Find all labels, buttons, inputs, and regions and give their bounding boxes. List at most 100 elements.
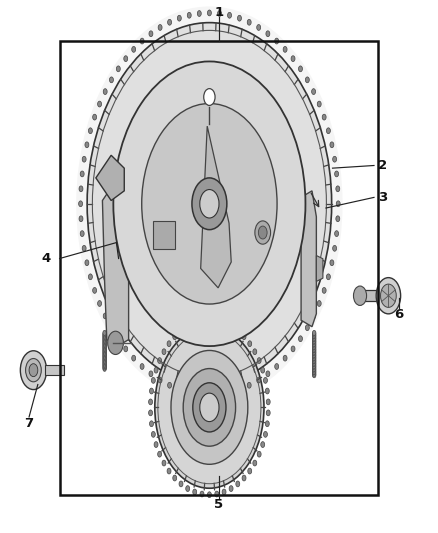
- Ellipse shape: [167, 468, 171, 474]
- Ellipse shape: [177, 15, 181, 21]
- Ellipse shape: [242, 475, 246, 481]
- Ellipse shape: [103, 366, 106, 372]
- Text: 2: 2: [378, 159, 387, 172]
- Ellipse shape: [333, 156, 336, 162]
- Ellipse shape: [85, 142, 89, 148]
- Ellipse shape: [312, 369, 316, 375]
- Ellipse shape: [103, 334, 106, 340]
- Ellipse shape: [335, 231, 339, 237]
- Ellipse shape: [312, 349, 316, 354]
- Ellipse shape: [312, 368, 316, 373]
- Ellipse shape: [299, 66, 302, 72]
- Ellipse shape: [218, 391, 222, 397]
- Ellipse shape: [103, 353, 106, 358]
- Polygon shape: [96, 155, 124, 200]
- Ellipse shape: [222, 320, 226, 326]
- Ellipse shape: [168, 19, 172, 25]
- Ellipse shape: [103, 338, 106, 343]
- Ellipse shape: [312, 348, 316, 353]
- Ellipse shape: [80, 231, 84, 237]
- Ellipse shape: [88, 274, 92, 280]
- Ellipse shape: [312, 356, 316, 361]
- Ellipse shape: [257, 358, 261, 364]
- Ellipse shape: [124, 346, 128, 352]
- Ellipse shape: [312, 365, 316, 370]
- Ellipse shape: [103, 332, 106, 337]
- Ellipse shape: [317, 301, 321, 306]
- Ellipse shape: [312, 340, 316, 345]
- Ellipse shape: [312, 334, 316, 338]
- Ellipse shape: [155, 327, 264, 488]
- Ellipse shape: [149, 421, 153, 426]
- Ellipse shape: [299, 336, 302, 342]
- Ellipse shape: [237, 15, 241, 21]
- Ellipse shape: [312, 359, 316, 364]
- Ellipse shape: [333, 245, 336, 251]
- Ellipse shape: [258, 226, 267, 239]
- Ellipse shape: [103, 360, 106, 365]
- Ellipse shape: [103, 342, 106, 348]
- Text: 4: 4: [42, 252, 51, 265]
- Ellipse shape: [330, 260, 334, 265]
- Ellipse shape: [179, 481, 183, 487]
- Ellipse shape: [79, 186, 83, 192]
- Ellipse shape: [208, 317, 212, 323]
- Ellipse shape: [312, 360, 316, 365]
- Ellipse shape: [187, 389, 191, 395]
- Ellipse shape: [255, 221, 271, 244]
- Ellipse shape: [215, 318, 219, 324]
- Ellipse shape: [20, 351, 46, 390]
- Ellipse shape: [275, 38, 279, 44]
- Ellipse shape: [311, 88, 315, 94]
- Ellipse shape: [218, 11, 222, 17]
- Ellipse shape: [330, 142, 334, 148]
- Ellipse shape: [103, 364, 106, 369]
- Ellipse shape: [193, 320, 197, 326]
- Ellipse shape: [335, 171, 339, 177]
- Text: 3: 3: [378, 191, 387, 204]
- Ellipse shape: [228, 12, 232, 18]
- Ellipse shape: [312, 344, 316, 350]
- Ellipse shape: [229, 486, 233, 491]
- Ellipse shape: [179, 328, 183, 334]
- Ellipse shape: [336, 186, 340, 192]
- Ellipse shape: [198, 391, 201, 397]
- Ellipse shape: [283, 356, 287, 361]
- Ellipse shape: [103, 350, 106, 356]
- Ellipse shape: [193, 489, 197, 495]
- Ellipse shape: [312, 362, 316, 367]
- Ellipse shape: [103, 352, 106, 357]
- Ellipse shape: [158, 25, 162, 30]
- Ellipse shape: [265, 388, 269, 394]
- Ellipse shape: [228, 389, 232, 395]
- Ellipse shape: [291, 346, 295, 352]
- Ellipse shape: [208, 10, 212, 16]
- Polygon shape: [301, 191, 316, 327]
- Ellipse shape: [80, 171, 84, 177]
- Ellipse shape: [311, 313, 315, 319]
- Ellipse shape: [87, 22, 332, 385]
- Ellipse shape: [173, 334, 177, 340]
- Ellipse shape: [140, 38, 144, 44]
- Ellipse shape: [192, 178, 227, 230]
- Ellipse shape: [103, 344, 106, 349]
- Ellipse shape: [103, 313, 107, 319]
- Bar: [45, 366, 64, 375]
- Polygon shape: [201, 126, 231, 288]
- Ellipse shape: [312, 373, 316, 378]
- Ellipse shape: [336, 201, 340, 207]
- Ellipse shape: [29, 364, 38, 377]
- Ellipse shape: [103, 333, 106, 338]
- Ellipse shape: [317, 101, 321, 107]
- Ellipse shape: [264, 377, 268, 383]
- Ellipse shape: [326, 274, 330, 280]
- Ellipse shape: [312, 363, 316, 368]
- Ellipse shape: [149, 31, 153, 37]
- Ellipse shape: [148, 399, 152, 405]
- Ellipse shape: [257, 377, 261, 383]
- Ellipse shape: [103, 358, 106, 364]
- Ellipse shape: [98, 301, 102, 306]
- Ellipse shape: [167, 341, 171, 346]
- Ellipse shape: [162, 349, 166, 354]
- Ellipse shape: [187, 12, 191, 18]
